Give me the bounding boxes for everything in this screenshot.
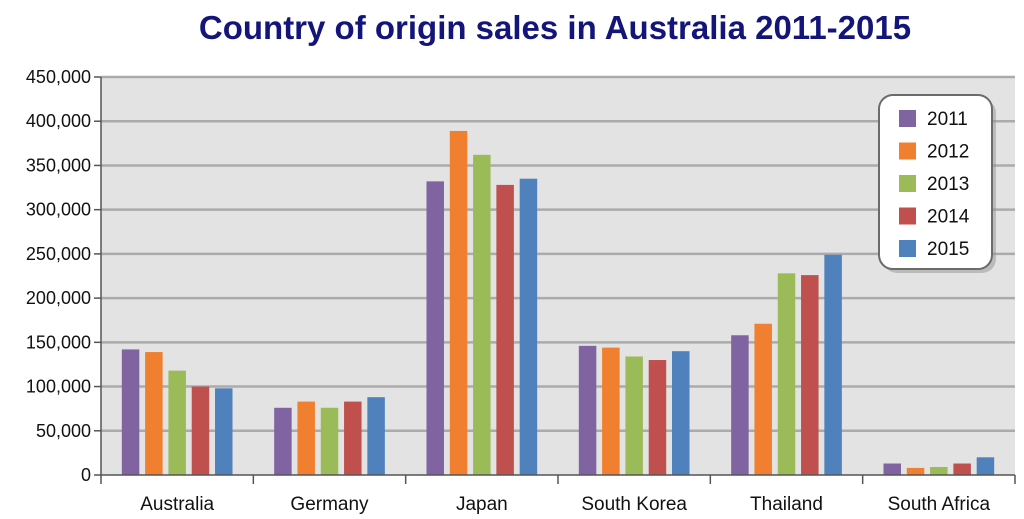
y-tick-label: 200,000: [26, 288, 91, 308]
legend: 2011 2012 2013 2014 2015: [878, 94, 996, 273]
bar-2012-japan: [449, 130, 468, 475]
y-axis: 0 50,000 100,000 150,000 200,000 250,000 300,0…: [26, 67, 102, 485]
bar-2012-south-korea: [602, 347, 620, 475]
bar-2015-japan: [519, 178, 538, 475]
bar-2015-south-korea: [672, 351, 690, 475]
legend-label: 2013: [927, 174, 969, 195]
y-tick-label: 50,000: [36, 421, 91, 441]
bar-2015-thailand: [824, 254, 842, 475]
y-tick-label: 400,000: [26, 111, 91, 131]
bar-2011-south-korea: [578, 345, 597, 475]
legend-swatch: [899, 110, 916, 127]
bar-2012-australia: [145, 352, 163, 475]
bar-2011-japan: [426, 181, 444, 475]
bar-2014-south-korea: [648, 360, 667, 475]
bar-2013-south-korea: [625, 356, 643, 475]
legend-label: 2012: [927, 142, 969, 163]
legend-swatch: [899, 240, 916, 257]
y-tick-label: 250,000: [26, 244, 91, 264]
bar-2011-south-africa: [883, 463, 901, 475]
y-tick-label: 0: [81, 465, 91, 485]
bar-2014-south-africa: [953, 463, 971, 475]
legend-swatch: [899, 207, 916, 225]
bar-2013-germany: [320, 407, 339, 475]
legend-label: 2014: [927, 207, 970, 228]
bar-2013-thailand: [777, 273, 796, 475]
y-tick-label: 350,000: [26, 155, 91, 175]
legend-swatch: [899, 175, 916, 192]
y-tick-label: 450,000: [26, 67, 91, 87]
x-tick-label: Thailand: [750, 494, 823, 515]
legend-swatch: [899, 142, 916, 160]
bar-2012-germany: [297, 401, 315, 475]
bar-2014-japan: [496, 184, 514, 475]
x-tick-label: South Africa: [888, 494, 991, 515]
bar-2012-thailand: [754, 323, 772, 475]
bar-2012-south-africa: [906, 467, 925, 475]
plot-area: [101, 77, 1015, 475]
bar-2015-germany: [367, 397, 385, 475]
bar-2015-australia: [215, 388, 233, 475]
legend-label: 2015: [927, 239, 969, 260]
bar-2014-australia: [191, 386, 210, 475]
x-axis: Australia Germany Japan South Korea Thailand…: [100, 474, 1016, 515]
x-tick-label: South Korea: [581, 494, 687, 515]
bar-2013-australia: [168, 370, 186, 475]
x-tick-label: Germany: [290, 494, 369, 515]
bar-2015-south-africa: [976, 457, 995, 475]
bar-2014-germany: [344, 401, 362, 475]
x-tick-label: Australia: [140, 494, 214, 515]
x-tick-label: Japan: [456, 494, 508, 515]
bar-2011-germany: [274, 407, 292, 475]
bar-2013-south-africa: [930, 467, 948, 475]
gridlines: [101, 75, 1015, 433]
legend-label: 2011: [927, 109, 968, 130]
bar-2013-japan: [473, 154, 491, 475]
y-tick-label: 300,000: [26, 200, 91, 220]
y-tick-label: 150,000: [26, 332, 91, 352]
legend-box: [878, 94, 993, 270]
y-tick-label: 100,000: [26, 377, 91, 397]
bar-2011-australia: [121, 349, 140, 475]
bars: [121, 130, 995, 475]
bar-2011-thailand: [731, 335, 749, 475]
chart-title: Country of origin sales in Australia 201…: [199, 9, 911, 46]
bar-2014-thailand: [801, 275, 819, 475]
